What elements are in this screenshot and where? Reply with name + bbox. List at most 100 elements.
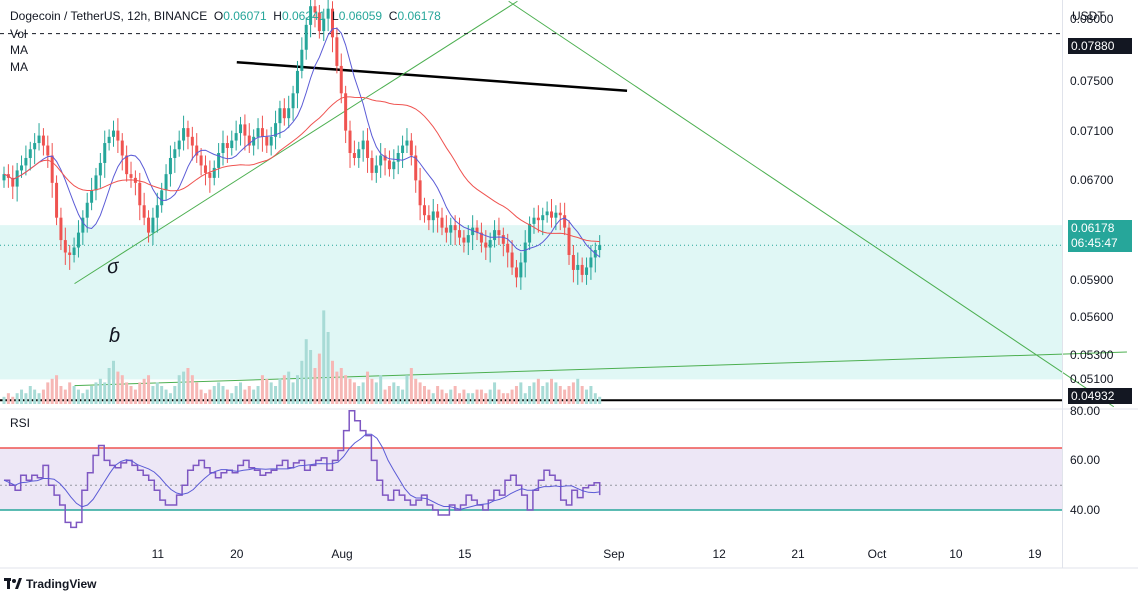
volume-bar bbox=[361, 382, 365, 404]
candle-body bbox=[252, 136, 256, 146]
volume-bar bbox=[24, 393, 28, 404]
candle-body bbox=[155, 205, 159, 218]
candle-body bbox=[177, 140, 181, 150]
volume-bar bbox=[528, 386, 532, 404]
tradingview-logo[interactable]: TradingView bbox=[4, 577, 96, 591]
price-tick-label: 0.07100 bbox=[1070, 123, 1114, 138]
candle-body bbox=[545, 211, 549, 216]
volume-bar bbox=[2, 396, 6, 404]
candle-body bbox=[558, 212, 562, 216]
candle-body bbox=[2, 174, 6, 181]
black-trend-line bbox=[236, 60, 628, 93]
candle-body bbox=[164, 174, 168, 191]
candle-body bbox=[81, 217, 85, 233]
volume-bar bbox=[304, 339, 308, 404]
volume-bar bbox=[541, 386, 545, 404]
volume-bar bbox=[256, 386, 260, 404]
volume-bar bbox=[458, 393, 462, 404]
volume-bar bbox=[125, 382, 129, 404]
volume-bar bbox=[212, 386, 216, 404]
volume-bar bbox=[59, 386, 63, 404]
candle-body bbox=[295, 70, 299, 94]
volume-bar bbox=[81, 393, 85, 404]
candle-body bbox=[444, 227, 448, 233]
rsi-ma-line bbox=[3, 433, 600, 510]
ma-legend-1[interactable]: MA bbox=[10, 43, 28, 57]
time-tick-label: 12 bbox=[712, 547, 726, 561]
volume-bar bbox=[396, 386, 400, 404]
candle-body bbox=[554, 212, 558, 218]
brand-name: TradingView bbox=[26, 577, 97, 591]
volume-bar bbox=[90, 386, 94, 404]
candle-body bbox=[291, 93, 295, 109]
volume-bar bbox=[98, 378, 102, 404]
high-value: 0.06241 bbox=[281, 9, 326, 23]
candle-body bbox=[523, 242, 527, 263]
candle-body bbox=[563, 215, 567, 228]
candle-body bbox=[103, 143, 107, 163]
symbol-header: Dogecoin / TetherUS, 12h, BINANCE O0.060… bbox=[10, 9, 441, 23]
candle-body bbox=[313, 6, 317, 13]
close-label: C bbox=[388, 9, 398, 23]
candle-body bbox=[528, 223, 532, 243]
volume-bar bbox=[475, 389, 479, 404]
volume-bar bbox=[274, 386, 278, 404]
volume-bar bbox=[147, 375, 151, 404]
volume-bar bbox=[536, 378, 540, 404]
price-tick-label: 0.06700 bbox=[1070, 173, 1114, 188]
time-tick-label: 10 bbox=[949, 547, 963, 561]
ma-legend-2[interactable]: MA bbox=[10, 60, 28, 74]
candle-body bbox=[46, 145, 50, 156]
candle-body bbox=[230, 140, 234, 149]
candle-body bbox=[396, 153, 400, 162]
candle-body bbox=[422, 205, 426, 216]
candle-body bbox=[484, 242, 488, 248]
volume-bar bbox=[247, 386, 251, 404]
time-tick-label: Sep bbox=[603, 547, 625, 561]
candle-body bbox=[243, 124, 247, 136]
volume-bar bbox=[168, 393, 172, 404]
low-value: 0.06059 bbox=[338, 9, 383, 23]
candle-body bbox=[20, 165, 24, 171]
volume-bar bbox=[151, 386, 155, 404]
volume-bar bbox=[440, 389, 444, 404]
volume-bar bbox=[142, 378, 146, 404]
vol-legend[interactable]: Vol bbox=[10, 27, 27, 41]
candle-body bbox=[571, 255, 575, 270]
volume-bar bbox=[11, 396, 15, 404]
volume-bar bbox=[28, 386, 32, 404]
candle-body bbox=[186, 128, 190, 137]
volume-bar bbox=[488, 389, 492, 404]
candle-body bbox=[147, 217, 151, 233]
candle-body bbox=[50, 155, 54, 183]
volume-bar bbox=[357, 386, 361, 404]
rsi-legend[interactable]: RSI bbox=[10, 416, 31, 430]
candle-body bbox=[151, 217, 155, 233]
volume-bar bbox=[585, 389, 589, 404]
candle-body bbox=[479, 232, 483, 243]
candle-body bbox=[387, 160, 391, 170]
time-tick-label: 20 bbox=[230, 547, 244, 561]
candle-body bbox=[493, 230, 497, 241]
volume-bar bbox=[195, 382, 199, 404]
candle-body bbox=[90, 190, 94, 203]
candle-body bbox=[589, 257, 593, 268]
volume-bar bbox=[129, 386, 133, 404]
candle-body bbox=[449, 225, 453, 233]
volume-bar bbox=[497, 389, 501, 404]
volume-bar bbox=[471, 393, 475, 404]
candle-body bbox=[234, 133, 238, 141]
candle-body bbox=[309, 6, 313, 25]
volume-bar bbox=[230, 393, 234, 404]
volume-bar bbox=[322, 310, 326, 404]
candle-body bbox=[195, 145, 199, 156]
candle-body bbox=[120, 140, 124, 156]
candle-body bbox=[304, 24, 308, 50]
candle-body bbox=[59, 217, 63, 241]
volume-bar bbox=[269, 382, 273, 404]
candle-body bbox=[274, 123, 278, 137]
volume-bar bbox=[265, 378, 269, 404]
volume-bar bbox=[387, 386, 391, 404]
low-label: L bbox=[332, 9, 339, 23]
volume-bar bbox=[409, 368, 413, 404]
